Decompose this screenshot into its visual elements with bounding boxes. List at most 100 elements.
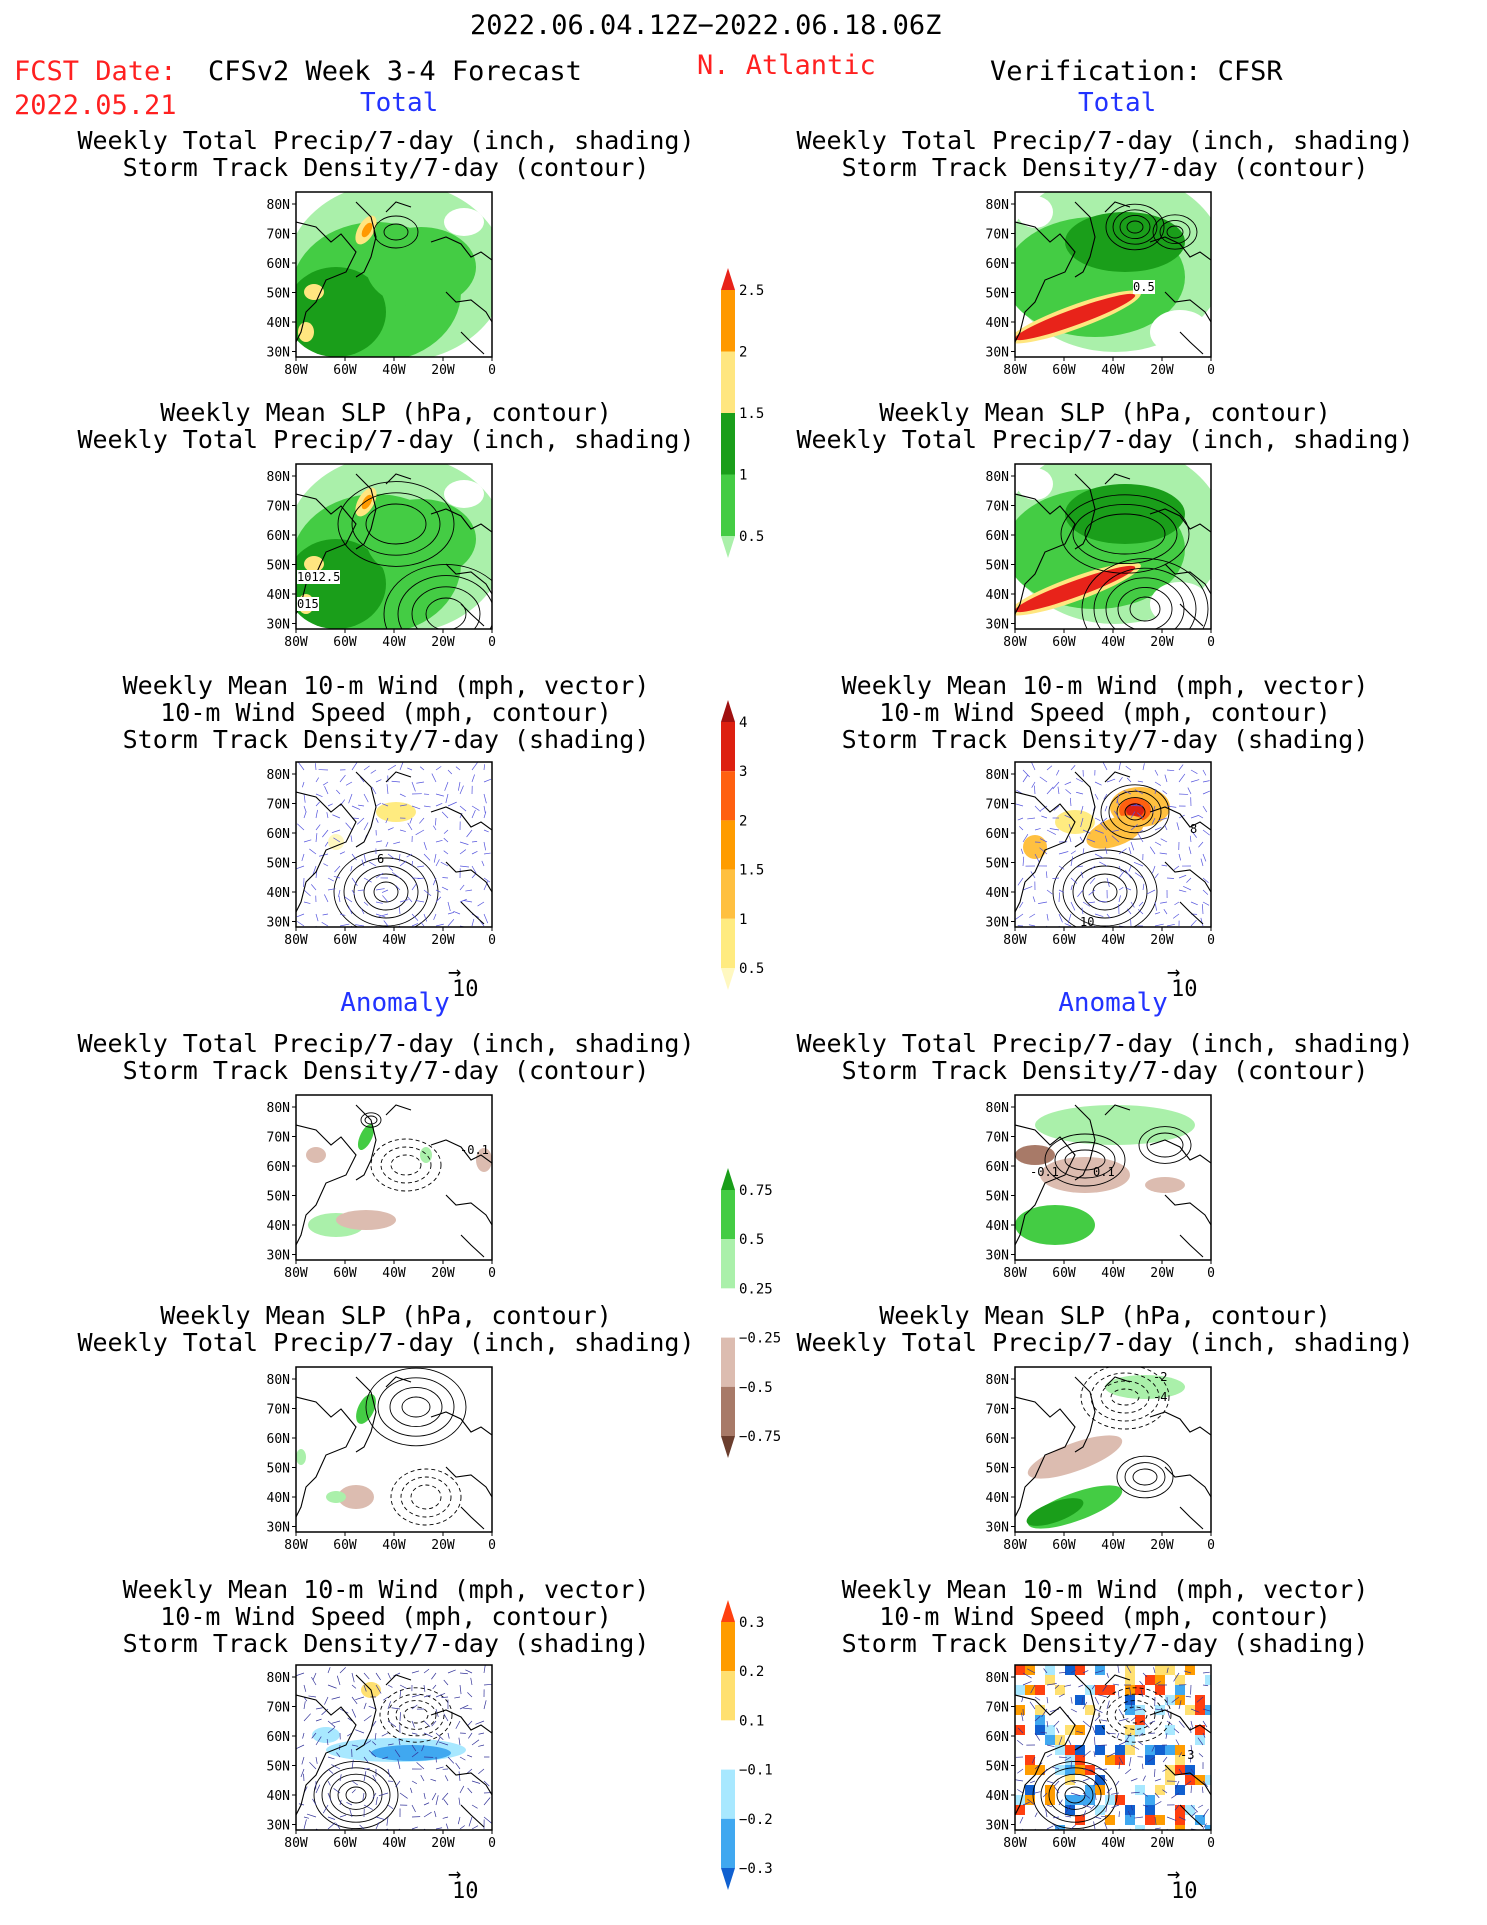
wind-vector <box>1070 1696 1073 1704</box>
coastline <box>296 493 357 615</box>
wind-vector <box>1090 1804 1096 1810</box>
wind-vector <box>1166 769 1175 772</box>
coastline <box>1164 291 1211 323</box>
wind-vector <box>1106 1732 1116 1735</box>
lon-label: 20W <box>1150 933 1174 947</box>
coastline <box>445 563 492 595</box>
wind-vector <box>1200 858 1204 867</box>
coastline <box>296 1124 357 1246</box>
coastline <box>1074 1674 1096 1751</box>
lat-label: 70N <box>986 798 1009 813</box>
colorbar-label: 1 <box>739 912 747 928</box>
lat-label: 80N <box>267 1671 290 1686</box>
wind-vector <box>378 1792 389 1797</box>
lon-label: 0 <box>488 635 496 649</box>
lat-label: 70N <box>267 1701 290 1716</box>
wind-vector <box>420 921 425 927</box>
wind-vector <box>1058 892 1060 903</box>
vector-ref-label: 10 <box>452 977 479 1002</box>
wind-vector <box>459 1756 466 1761</box>
wind-vector <box>1154 1801 1162 1806</box>
shading-area <box>1026 1498 1084 1526</box>
wind-vector <box>1058 851 1069 855</box>
colorbar-segment <box>721 1671 735 1721</box>
lat-label: 30N <box>986 1819 1009 1834</box>
shading-cell <box>1155 1815 1165 1825</box>
wind-vector <box>344 896 353 903</box>
wind-vector <box>431 1672 437 1680</box>
wind-vector <box>1173 1672 1180 1682</box>
wind-vector <box>1019 1816 1024 1824</box>
wind-vector <box>457 1816 461 1825</box>
shading-cell <box>1125 1725 1135 1735</box>
contour-line <box>389 1386 443 1428</box>
colorbar-segment <box>721 918 735 968</box>
wind-vector <box>1130 824 1138 831</box>
lat-label: 70N <box>986 500 1009 515</box>
wind-vector <box>303 1816 310 1819</box>
lat-label: 60N <box>267 257 290 272</box>
shading-cell <box>1195 1725 1205 1735</box>
coastline <box>1015 1694 1076 1816</box>
wind-vector <box>1178 874 1187 879</box>
wind-vector <box>1118 1718 1129 1722</box>
shading-cell <box>1065 1805 1075 1815</box>
lat-label: 60N <box>986 1160 1009 1175</box>
wind-vector <box>1058 865 1065 870</box>
wind-vector <box>1093 1780 1096 1787</box>
wind-vector <box>1054 1684 1060 1689</box>
vector-ref-arrow-icon: → <box>1167 1862 1181 1887</box>
section-anomaly-left: Anomaly <box>340 988 450 1018</box>
wind-vector <box>382 1756 389 1760</box>
wind-vector <box>1190 919 1197 927</box>
vector-ref-label: 10 <box>1171 1879 1198 1904</box>
wind-vector <box>385 817 389 824</box>
shading-area <box>306 1147 326 1163</box>
lat-label: 60N <box>267 1432 290 1447</box>
wind-vector <box>1046 765 1053 771</box>
wind-vector <box>399 860 407 867</box>
wind-vector <box>322 1804 329 1814</box>
colorbar-label: −0.5 <box>739 1380 773 1396</box>
wind-vector <box>327 1792 332 1801</box>
colorbar-segment <box>721 290 735 352</box>
colorbar-label: −0.75 <box>739 1429 781 1445</box>
coastline <box>1149 1139 1211 1164</box>
wind-vector <box>387 1672 391 1679</box>
shading-cell <box>1155 1685 1165 1695</box>
wind-vector <box>410 1787 413 1794</box>
wind-vector <box>399 907 401 915</box>
map-content <box>1015 762 1211 927</box>
lon-label: 0 <box>488 1538 496 1552</box>
shading-area <box>1035 1105 1195 1145</box>
wind-vector <box>1094 1670 1104 1674</box>
shading-cell <box>1175 1685 1185 1695</box>
wind-vector <box>1146 889 1156 895</box>
lat-label: 30N <box>986 1249 1009 1264</box>
contour-line <box>1152 214 1198 250</box>
wind-vector <box>351 1672 355 1683</box>
lat-label: 50N <box>986 287 1009 302</box>
wind-vector <box>322 781 329 786</box>
wind-vector <box>346 1802 353 1806</box>
wind-vector <box>483 1797 491 1806</box>
wind-vector <box>1019 901 1024 908</box>
wind-vector <box>1092 1726 1096 1734</box>
wind-vector <box>1118 895 1121 903</box>
coastline <box>1104 473 1131 485</box>
wind-vector <box>387 865 394 872</box>
wind-vector <box>359 1824 365 1830</box>
shading-area <box>1023 835 1047 859</box>
wind-vector <box>1067 913 1072 924</box>
wind-vector <box>411 1670 420 1674</box>
wind-vector <box>331 829 341 834</box>
wind-vector <box>1173 865 1180 870</box>
colorbar-segment <box>721 968 735 990</box>
wind-vector <box>433 825 437 831</box>
map-obs-anom-wind: 80N 70N 60N 50N 40N 30N 80W 60W 40W 20W 0 <box>986 1664 1215 1850</box>
lon-label: 0 <box>1207 1266 1215 1280</box>
wind-vector <box>339 1799 342 1806</box>
wind-vector <box>1130 1701 1133 1710</box>
wind-vector <box>1034 805 1041 813</box>
wind-vector <box>1030 1684 1036 1694</box>
